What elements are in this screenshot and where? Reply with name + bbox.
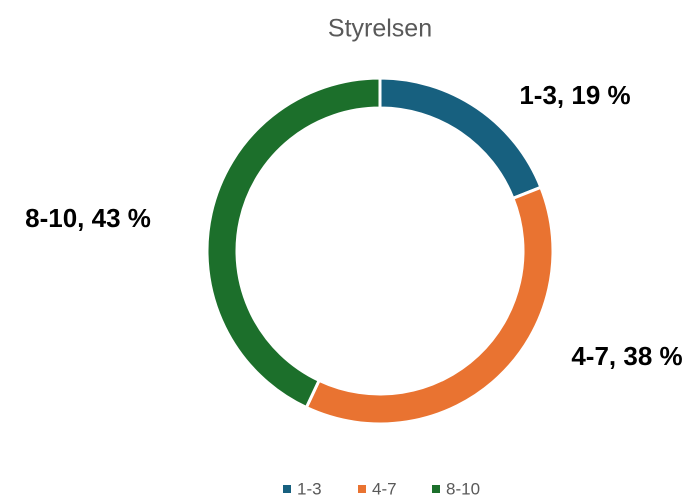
data-label: 8-10, 43 % <box>25 203 151 233</box>
legend-label: 8-10 <box>446 479 480 497</box>
data-label: 1-3, 19 % <box>519 80 630 110</box>
legend-label: 1-3 <box>297 479 322 497</box>
legend-label: 4-7 <box>372 479 397 497</box>
donut-segment <box>205 76 382 410</box>
legend-swatch <box>432 485 440 493</box>
legend-swatch <box>358 485 366 493</box>
chart-title: Styrelsen <box>328 15 432 43</box>
legend-swatch <box>283 485 291 493</box>
data-label: 4-7, 38 % <box>571 341 682 371</box>
